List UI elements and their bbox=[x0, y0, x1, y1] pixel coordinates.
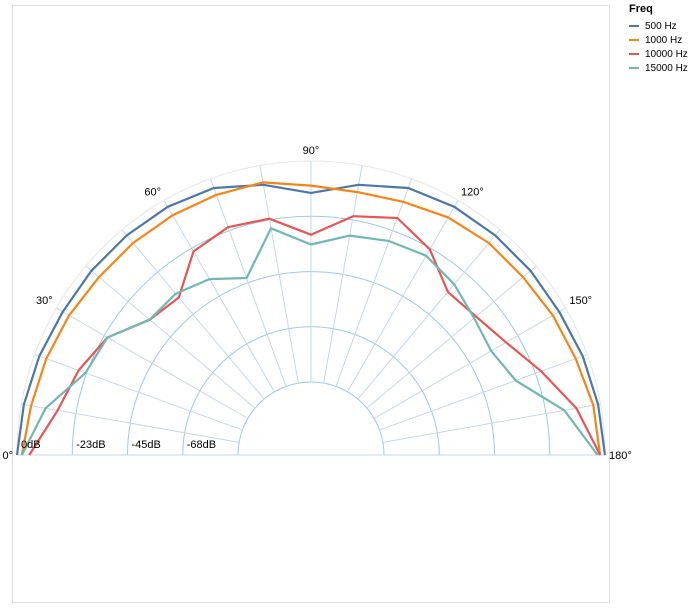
legend-swatch bbox=[629, 25, 639, 27]
legend-label: 10000 Hz bbox=[645, 48, 688, 60]
angle-tick-label: 90° bbox=[303, 145, 320, 157]
angle-tick-label: 0° bbox=[2, 450, 13, 462]
angle-tick-label: 60° bbox=[144, 187, 161, 199]
spoke-gridline bbox=[323, 165, 363, 384]
legend-swatch bbox=[629, 67, 639, 69]
plot-frame bbox=[12, 5, 610, 603]
spoke-gridline bbox=[379, 353, 588, 431]
legend-title: Freq bbox=[629, 3, 653, 15]
series-line bbox=[20, 227, 599, 456]
radial-tick-label: 0dB bbox=[21, 439, 41, 451]
spoke-gridline bbox=[56, 307, 249, 419]
spoke-gridline bbox=[85, 265, 256, 409]
spoke-gridline bbox=[209, 178, 287, 387]
legend-swatch bbox=[629, 53, 639, 55]
legend-item: 1000 Hz bbox=[629, 33, 688, 47]
legend-item: 15000 Hz bbox=[629, 61, 688, 75]
radial-tick-label: -23dB bbox=[76, 439, 105, 451]
legend-label: 1000 Hz bbox=[645, 34, 683, 46]
spoke-gridline bbox=[382, 403, 601, 443]
spoke-gridline bbox=[357, 229, 501, 400]
radial-tick-label: -45dB bbox=[132, 439, 161, 451]
spoke-gridline bbox=[347, 200, 459, 393]
axis-labels: 0° 30° 60° 90° 120° 150° 180° 0dB -23dB -45dB -68d… bbox=[2, 145, 631, 462]
legend-items: 500 Hz 1000 Hz 10000 Hz 15000 Hz bbox=[629, 19, 688, 75]
legend-swatch bbox=[629, 39, 639, 41]
polar-grid bbox=[16, 160, 606, 456]
legend-label: 500 Hz bbox=[645, 20, 677, 32]
spoke-gridline bbox=[163, 200, 275, 393]
angle-tick-label: 30° bbox=[36, 295, 53, 307]
angle-tick-label: 150° bbox=[569, 295, 592, 307]
spoke-gridline bbox=[373, 307, 566, 419]
spoke-gridline bbox=[121, 229, 265, 400]
spoke-gridline bbox=[34, 353, 243, 431]
spoke-gridline bbox=[366, 265, 537, 409]
spoke-gridline bbox=[21, 403, 240, 443]
legend-label: 15000 Hz bbox=[645, 62, 688, 74]
series-lines bbox=[15, 181, 607, 456]
series-line bbox=[15, 183, 607, 456]
legend-item: 500 Hz bbox=[629, 19, 688, 33]
angle-tick-label: 120° bbox=[461, 187, 484, 199]
ring-gridline bbox=[237, 381, 385, 456]
angle-tick-label: 180° bbox=[609, 450, 632, 462]
legend-item: 10000 Hz bbox=[629, 47, 688, 61]
spoke-gridline bbox=[259, 165, 299, 384]
legend: Freq 500 Hz 1000 Hz 10000 Hz 15000 Hz bbox=[629, 3, 688, 75]
series-line bbox=[20, 181, 602, 456]
spoke-gridline bbox=[335, 178, 413, 387]
radial-tick-label: -68dB bbox=[187, 439, 216, 451]
